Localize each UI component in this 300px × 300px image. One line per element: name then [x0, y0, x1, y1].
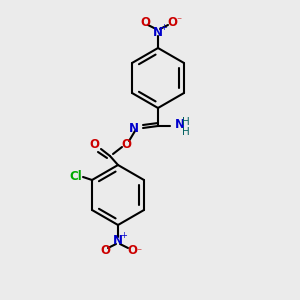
Text: H: H — [182, 127, 190, 137]
Text: O: O — [127, 244, 137, 256]
Text: H: H — [182, 117, 190, 127]
Text: +: + — [121, 232, 128, 241]
Text: O: O — [100, 244, 110, 256]
Text: N: N — [153, 26, 163, 38]
Text: ⁻: ⁻ — [136, 247, 142, 257]
Text: N: N — [113, 235, 123, 248]
Text: O: O — [167, 16, 177, 29]
Text: O: O — [140, 16, 150, 29]
Text: Cl: Cl — [70, 169, 83, 182]
Text: O: O — [89, 137, 99, 151]
Text: N: N — [129, 122, 139, 134]
Text: ⁻: ⁻ — [176, 16, 181, 26]
Text: N: N — [175, 118, 185, 131]
Text: +: + — [160, 22, 167, 32]
Text: O: O — [121, 137, 131, 151]
